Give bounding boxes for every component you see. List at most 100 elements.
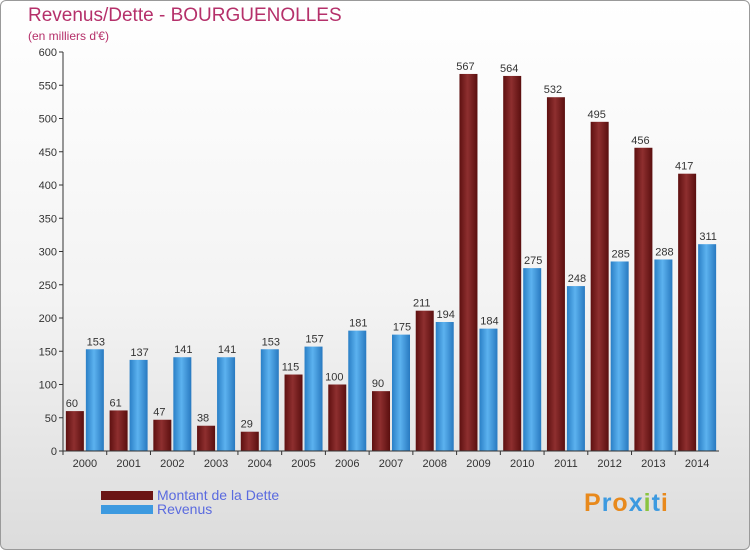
legend-swatch-revenue <box>101 504 153 514</box>
legend-item-revenue: Revenus <box>101 501 212 517</box>
data-label-debt: 564 <box>500 63 518 75</box>
bar-revenue <box>523 268 542 451</box>
bar-debt <box>634 147 653 451</box>
data-label-revenue: 153 <box>262 336 280 348</box>
bar-revenue <box>217 357 236 451</box>
bar-revenue <box>85 349 104 451</box>
data-label-revenue: 157 <box>305 334 323 346</box>
x-tick-label: 2007 <box>379 458 403 470</box>
data-label-debt: 456 <box>631 135 649 147</box>
data-label-debt: 38 <box>197 413 209 425</box>
x-tick-label: 2002 <box>160 458 184 470</box>
data-label-revenue: 184 <box>480 316 498 328</box>
x-tick-label: 2009 <box>466 458 490 470</box>
bar-revenue <box>610 261 629 451</box>
bar-revenue <box>173 357 192 451</box>
bar-revenue <box>566 286 585 451</box>
bar-debt <box>503 75 522 451</box>
data-label-debt: 495 <box>587 109 605 121</box>
bar-revenue <box>392 334 410 451</box>
chart-title: Revenus/Dette - BOURGUENOLLES <box>28 5 342 26</box>
data-label-revenue: 153 <box>87 336 105 348</box>
x-tick-label: 2005 <box>291 458 315 470</box>
data-label-revenue: 137 <box>130 347 148 359</box>
bar-debt <box>590 121 609 451</box>
bar-revenue <box>435 321 454 451</box>
y-tick-label: 500 <box>39 114 57 126</box>
bar-debt <box>546 97 565 451</box>
bar-revenue <box>304 346 323 451</box>
bar-revenue <box>479 328 498 451</box>
bar-revenue <box>129 359 148 451</box>
bar-revenue <box>654 259 673 451</box>
logo-letter: x <box>628 489 644 517</box>
y-tick-label: 100 <box>39 380 57 392</box>
data-label-debt: 47 <box>153 407 165 419</box>
y-tick-label: 0 <box>51 446 57 458</box>
legend-item-debt: Montant de la Dette <box>101 487 279 503</box>
bar-debt <box>415 310 434 451</box>
bar-debt <box>65 411 84 451</box>
data-label-debt: 532 <box>544 84 562 96</box>
y-tick-label: 250 <box>39 280 57 292</box>
data-label-debt: 60 <box>66 398 78 410</box>
data-label-revenue: 141 <box>218 344 236 356</box>
y-tick-label: 550 <box>39 80 57 92</box>
logo-letter: r <box>601 489 613 517</box>
data-label-debt: 211 <box>413 298 431 310</box>
legend-label-revenue: Revenus <box>157 501 213 517</box>
bar-debt <box>240 431 259 451</box>
bar-debt <box>197 425 216 451</box>
y-tick-label: 450 <box>39 147 57 159</box>
x-tick-label: 2004 <box>248 458 272 470</box>
y-tick-label: 50 <box>45 413 57 425</box>
logo-letter: o <box>612 489 629 517</box>
data-label-revenue: 285 <box>611 248 629 260</box>
y-tick-label: 300 <box>39 247 57 259</box>
bar-revenue <box>348 330 367 451</box>
bar-debt <box>284 374 303 451</box>
x-tick-label: 2013 <box>641 458 665 470</box>
data-label-revenue: 288 <box>655 246 673 258</box>
data-label-debt: 115 <box>282 362 300 374</box>
y-tick-label: 200 <box>39 313 57 325</box>
bar-debt <box>328 384 347 451</box>
x-tick-label: 2003 <box>204 458 228 470</box>
x-tick-label: 2011 <box>554 458 578 470</box>
bar-debt <box>372 391 390 451</box>
x-tick-label: 2006 <box>335 458 359 470</box>
data-label-revenue: 141 <box>174 344 192 356</box>
data-label-revenue: 248 <box>568 273 586 285</box>
y-tick-label: 150 <box>39 346 57 358</box>
x-tick-label: 2012 <box>597 458 621 470</box>
legend-swatch-debt <box>101 490 153 500</box>
x-tick-label: 2000 <box>73 458 97 470</box>
legend-label-debt: Montant de la Dette <box>157 487 280 503</box>
bar-revenue <box>260 349 279 451</box>
data-label-debt: 29 <box>241 419 253 431</box>
data-label-revenue: 275 <box>524 255 542 267</box>
logo-letter: P <box>584 489 602 517</box>
data-label-debt: 90 <box>372 378 384 390</box>
y-tick-label: 600 <box>39 47 57 59</box>
y-tick-label: 350 <box>39 213 57 225</box>
data-label-debt: 567 <box>456 61 474 73</box>
logo-letter: t <box>651 489 661 517</box>
bar-revenue <box>698 244 717 451</box>
y-tick-label: 400 <box>39 180 57 192</box>
proxiti-logo: Proxiti <box>584 489 669 518</box>
bar-debt <box>109 410 128 451</box>
x-tick-label: 2010 <box>510 458 534 470</box>
x-tick-label: 2014 <box>685 458 709 470</box>
bar-debt <box>459 73 478 451</box>
data-label-revenue: 194 <box>437 309 455 321</box>
logo-letter: i <box>660 489 669 517</box>
logo-letter: i <box>643 489 652 517</box>
data-label-debt: 61 <box>109 397 121 409</box>
x-tick-label: 2001 <box>116 458 140 470</box>
data-label-revenue: 175 <box>393 322 411 334</box>
x-tick-label: 2008 <box>422 458 446 470</box>
chart-subtitle: (en milliers d'€) <box>28 29 109 43</box>
